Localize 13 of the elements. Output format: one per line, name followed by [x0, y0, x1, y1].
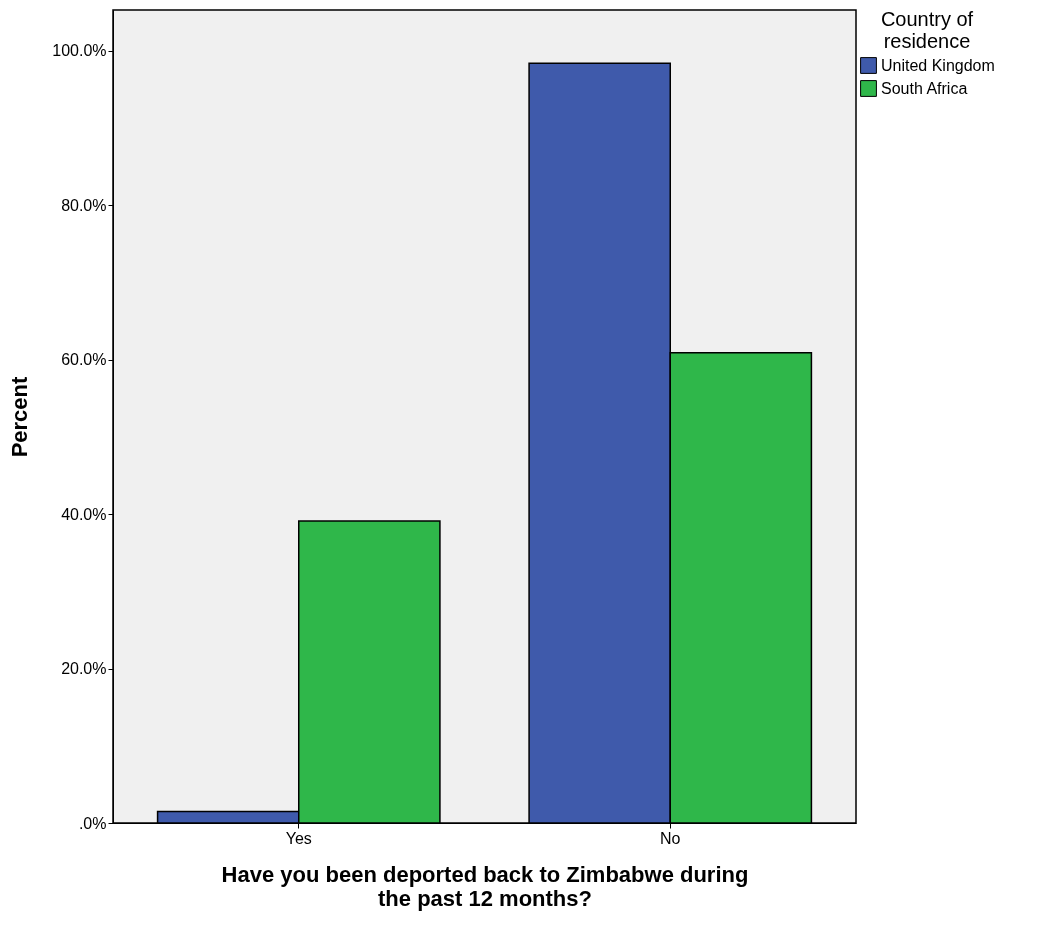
legend-label: South Africa: [881, 79, 968, 97]
legend-label: United Kingdom: [881, 56, 995, 74]
y-axis-title: Percent: [7, 375, 33, 458]
y-tick-label: 100.0%: [52, 42, 107, 60]
y-tick-label: 40.0%: [61, 505, 107, 523]
y-tick-label: .0%: [78, 814, 107, 832]
x-axis-title: Have you been deported back to Zimbabwe during the past 12 months?: [221, 861, 749, 911]
x-tick-label: Yes: [285, 829, 312, 847]
y-tick-label: 60.0%: [61, 351, 107, 369]
y-tick-label: 20.0%: [61, 660, 107, 678]
legend-title: Country of residence: [880, 8, 974, 52]
x-tick-label: No: [660, 829, 681, 847]
y-tick-label: 80.0%: [61, 196, 107, 214]
